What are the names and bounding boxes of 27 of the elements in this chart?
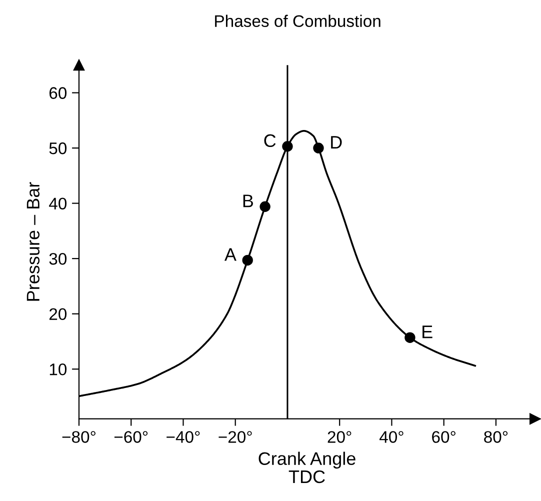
x-tick-label: 60° [432, 431, 456, 443]
x-axis-title: Crank Angle TDC [258, 452, 356, 484]
x-tick-label: −20° [218, 431, 252, 443]
annotation: C [264, 134, 276, 148]
x-tick-label: −60° [114, 431, 148, 443]
annotation: B [243, 194, 253, 208]
y-tick-label: 50 [49, 142, 67, 154]
y-tick-label: 20 [49, 308, 67, 320]
point [282, 141, 293, 152]
y-tick-label: 40 [49, 198, 67, 210]
x-tick-label: 40° [379, 431, 404, 443]
y-tick-label: 10 [50, 363, 67, 376]
point [260, 201, 270, 212]
annotation: E [422, 326, 432, 338]
annotation: A [224, 248, 236, 261]
point [313, 142, 324, 154]
y-tick-label: 60 [49, 87, 67, 99]
x-tick-label: 80° [484, 431, 508, 443]
y-axis-title: Pressure – Bar [26, 182, 40, 301]
y-tick-label: 30 [49, 252, 67, 265]
chart-title: Phases of Combustion [215, 14, 380, 28]
x-tick-label: −40° [166, 431, 200, 443]
x-tick-label: 20° [328, 431, 352, 443]
x-tick-label: −80° [62, 431, 96, 443]
annotation: D [331, 136, 342, 149]
point [404, 332, 416, 343]
point [242, 254, 253, 266]
